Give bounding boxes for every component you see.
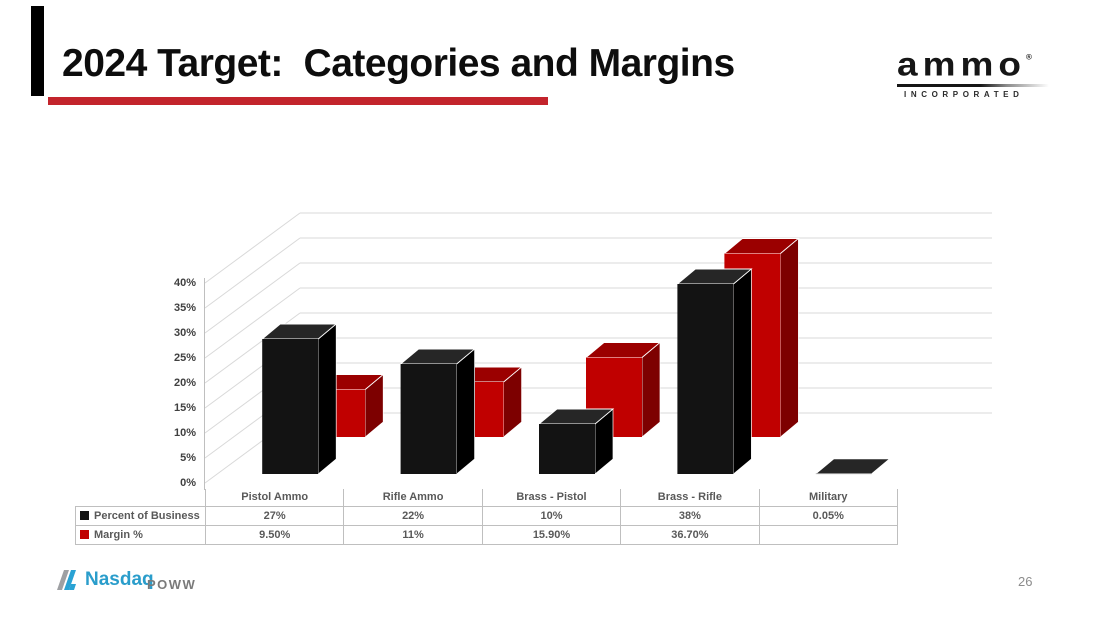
category-header-cell: Pistol Ammo <box>204 489 345 507</box>
bar-percent-2-front <box>539 424 595 474</box>
ammo-logo-rule <box>897 84 1049 87</box>
ammo-wordmark: ammo® <box>897 45 1032 83</box>
table-corner-cell <box>76 489 206 506</box>
category-header-cell: Brass - Pistol <box>481 489 622 507</box>
bar-margin-2-side <box>641 341 661 438</box>
bar-percent-4-top <box>814 458 892 475</box>
category-header-cell: Military <box>758 489 898 507</box>
y-axis-tick-label: 15% <box>173 402 196 414</box>
nasdaq-wordmark: Nasdaq <box>85 569 154 590</box>
nasdaq-logo: Nasdaq <box>56 567 154 593</box>
legend-swatch-icon <box>80 510 89 520</box>
bar-percent-1-side <box>456 348 475 475</box>
table-value-cell: 0.05% <box>758 505 898 526</box>
table-value-cell: 27% <box>204 505 345 526</box>
3d-bar-chart <box>204 212 992 490</box>
category-header-cell: Rifle Ammo <box>343 489 483 507</box>
y-axis-tick-label: 30% <box>173 327 196 339</box>
table-value-cell: 9.50% <box>204 524 345 545</box>
gridline-diagonal <box>204 262 301 334</box>
y-axis-tick-label: 10% <box>173 427 196 439</box>
bar-percent-3-front <box>677 284 734 474</box>
gridline-diagonal <box>204 287 301 359</box>
table-value-cell: 22% <box>343 505 483 526</box>
bar-percent-3-side <box>733 268 752 475</box>
y-axis-tick-label: 35% <box>173 302 196 314</box>
y-axis-tick-label: 0% <box>180 477 196 489</box>
slide-accent-bar <box>31 6 44 96</box>
table-value-cell: 11% <box>343 524 483 545</box>
gridline-diagonal <box>204 212 301 284</box>
table-value-cell: 10% <box>481 505 622 526</box>
ammo-logo: ammo® INCORPORATED <box>897 44 1057 99</box>
bar-margin-3-side <box>780 237 799 438</box>
table-value-cell: 15.90% <box>481 524 622 545</box>
bar-percent-0-side <box>317 323 337 475</box>
legend-label-cell: Margin % <box>75 524 206 545</box>
page-number: 26 <box>1018 574 1033 589</box>
nasdaq-icon <box>57 570 76 590</box>
table-value-cell: 36.70% <box>620 524 760 545</box>
gridline-diagonal <box>204 237 301 309</box>
ticker-symbol: POWW <box>147 577 197 592</box>
ammo-logo-subtext: INCORPORATED <box>904 89 1024 99</box>
bar-percent-0-front <box>262 339 319 474</box>
category-header-cell: Brass - Rifle <box>620 489 760 507</box>
table-value-cell <box>758 524 898 545</box>
bar-percent-1-front <box>400 364 457 474</box>
y-axis-tick-label: 25% <box>173 352 196 364</box>
y-axis-tick-label: 40% <box>173 277 196 289</box>
chart-data-table: Pistol Ammo Rifle Ammo Brass - Pistol Brass… <box>75 489 898 545</box>
registered-mark-icon: ® <box>1025 53 1032 62</box>
legend-swatch-icon <box>80 529 89 539</box>
title-underline <box>48 97 548 105</box>
legend-label-cell: Percent of Business <box>75 505 206 526</box>
page-title: 2024 Target: Categories and Margins <box>62 42 735 85</box>
table-value-cell: 38% <box>620 505 760 526</box>
y-axis-tick-label: 5% <box>180 452 196 464</box>
y-axis-tick-label: 20% <box>173 377 196 389</box>
